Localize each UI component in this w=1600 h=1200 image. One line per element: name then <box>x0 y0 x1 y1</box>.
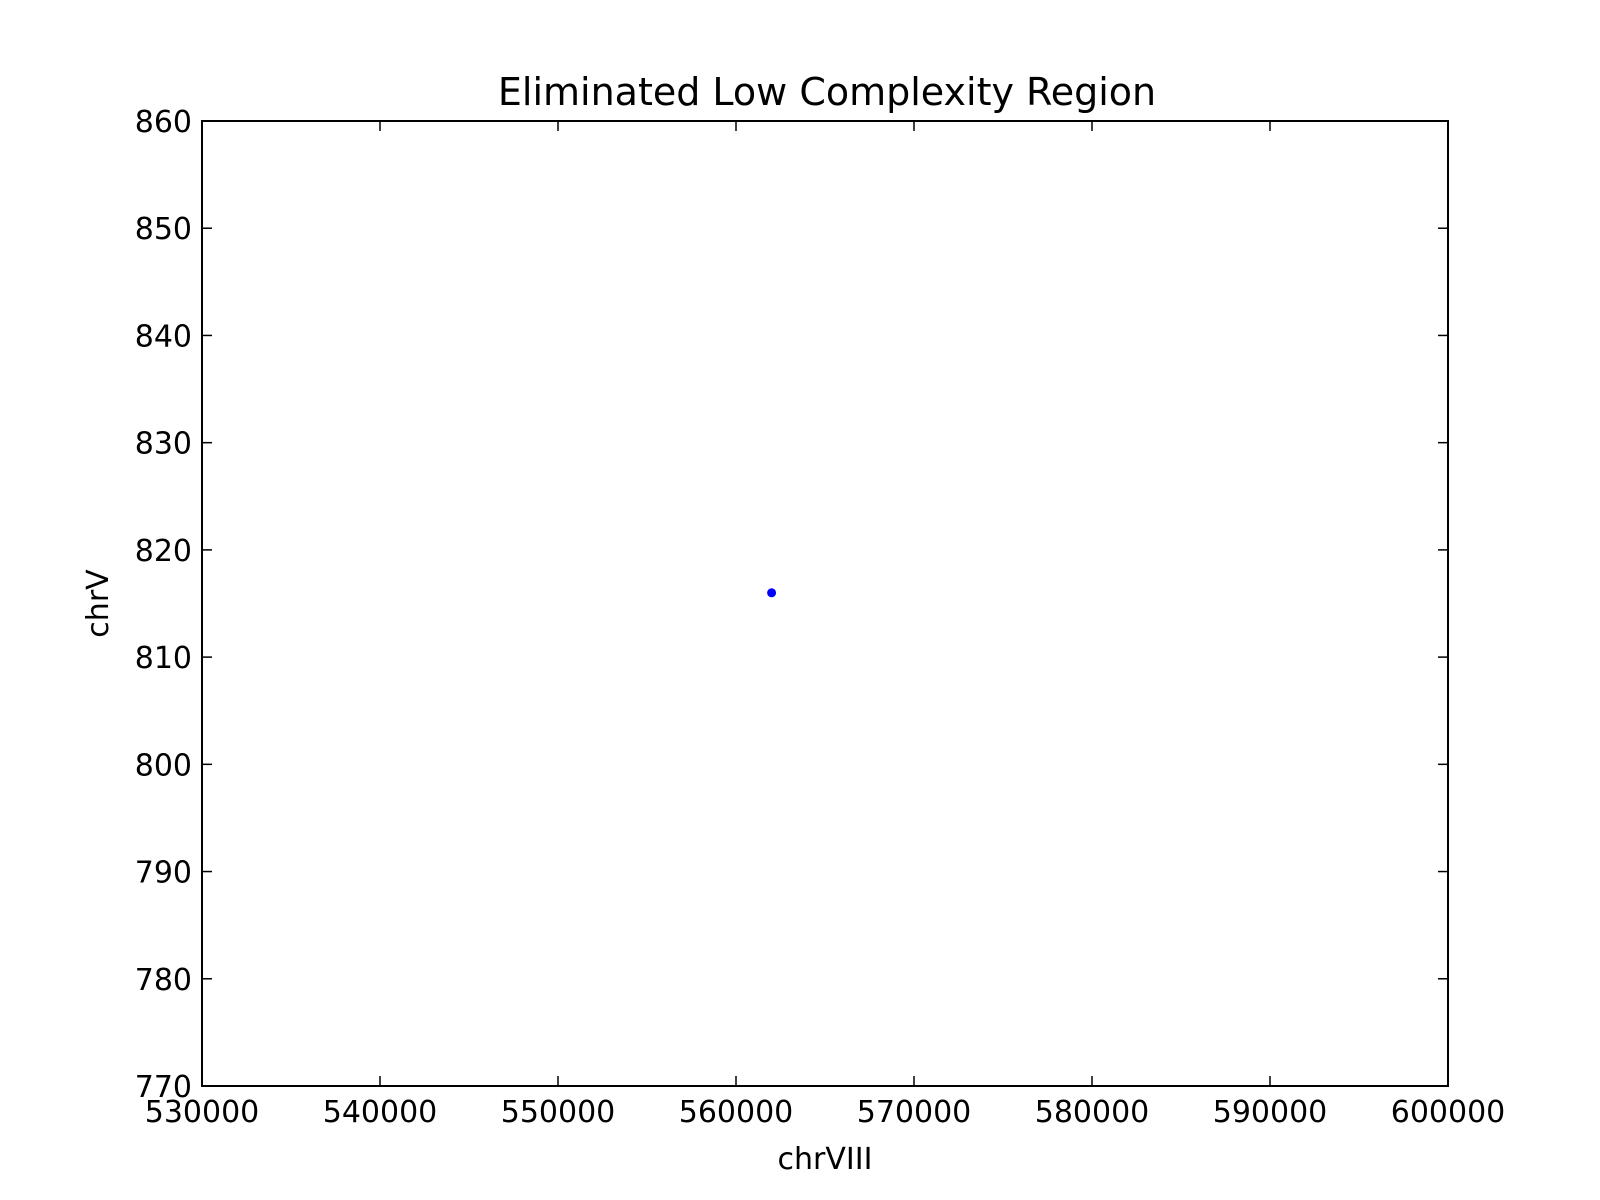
x-tick-label: 560000 <box>679 1095 794 1130</box>
y-tick-label: 820 <box>135 534 192 569</box>
y-tick-label: 790 <box>135 856 192 891</box>
x-axis-title: chrVIII <box>778 1142 873 1177</box>
x-tick-label: 540000 <box>323 1095 438 1130</box>
y-tick-label: 800 <box>135 748 192 783</box>
y-tick-label: 810 <box>135 641 192 676</box>
x-axis-ticks: 530000 540000 550000 560000 570000 580000 5900… <box>145 121 1506 1130</box>
x-tick-label: 570000 <box>857 1095 972 1130</box>
y-tick-label: 860 <box>135 105 192 140</box>
plot-area-frame <box>201 120 1449 1087</box>
y-axis-ticks: 770 780 790 800 810 820 830 840 850 860 <box>135 105 1448 1105</box>
y-tick-label: 780 <box>135 963 192 998</box>
x-tick-label: 590000 <box>1213 1095 1328 1130</box>
data-points <box>767 588 777 598</box>
x-tick-label: 550000 <box>501 1095 616 1130</box>
x-tick-label: 580000 <box>1035 1095 1150 1130</box>
y-tick-label: 830 <box>135 427 192 462</box>
y-tick-label: 840 <box>135 319 192 354</box>
y-tick-label: 850 <box>135 212 192 247</box>
y-tick-label: 770 <box>135 1070 192 1105</box>
x-tick-label: 530000 <box>145 1095 260 1130</box>
data-point <box>767 588 777 598</box>
y-axis-title: chrV <box>81 569 116 638</box>
chart-title: Eliminated Low Complexity Region <box>498 70 1156 114</box>
x-tick-label: 600000 <box>1391 1095 1506 1130</box>
